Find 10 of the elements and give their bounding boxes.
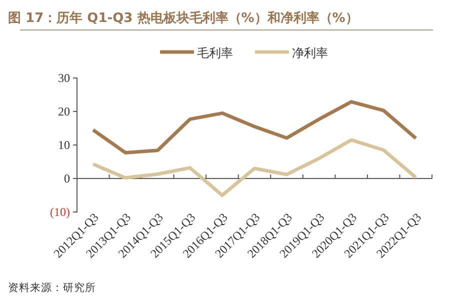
line-series <box>91 100 418 154</box>
legend-label: 毛利率 <box>197 46 233 60</box>
text: 资料来源：研究所 <box>8 281 96 294</box>
y-tick-label: 10 <box>58 138 70 152</box>
chart-title: 图 17：历年 Q1-Q3 热电板块毛利率（%）和净利率（%） <box>8 10 358 26</box>
legend-label: 净利率 <box>292 46 328 60</box>
y-tick-label: 30 <box>58 70 70 85</box>
y-tick-label: 20 <box>58 104 70 118</box>
line-series <box>91 138 418 197</box>
y-tick-label: 0 <box>64 171 70 186</box>
